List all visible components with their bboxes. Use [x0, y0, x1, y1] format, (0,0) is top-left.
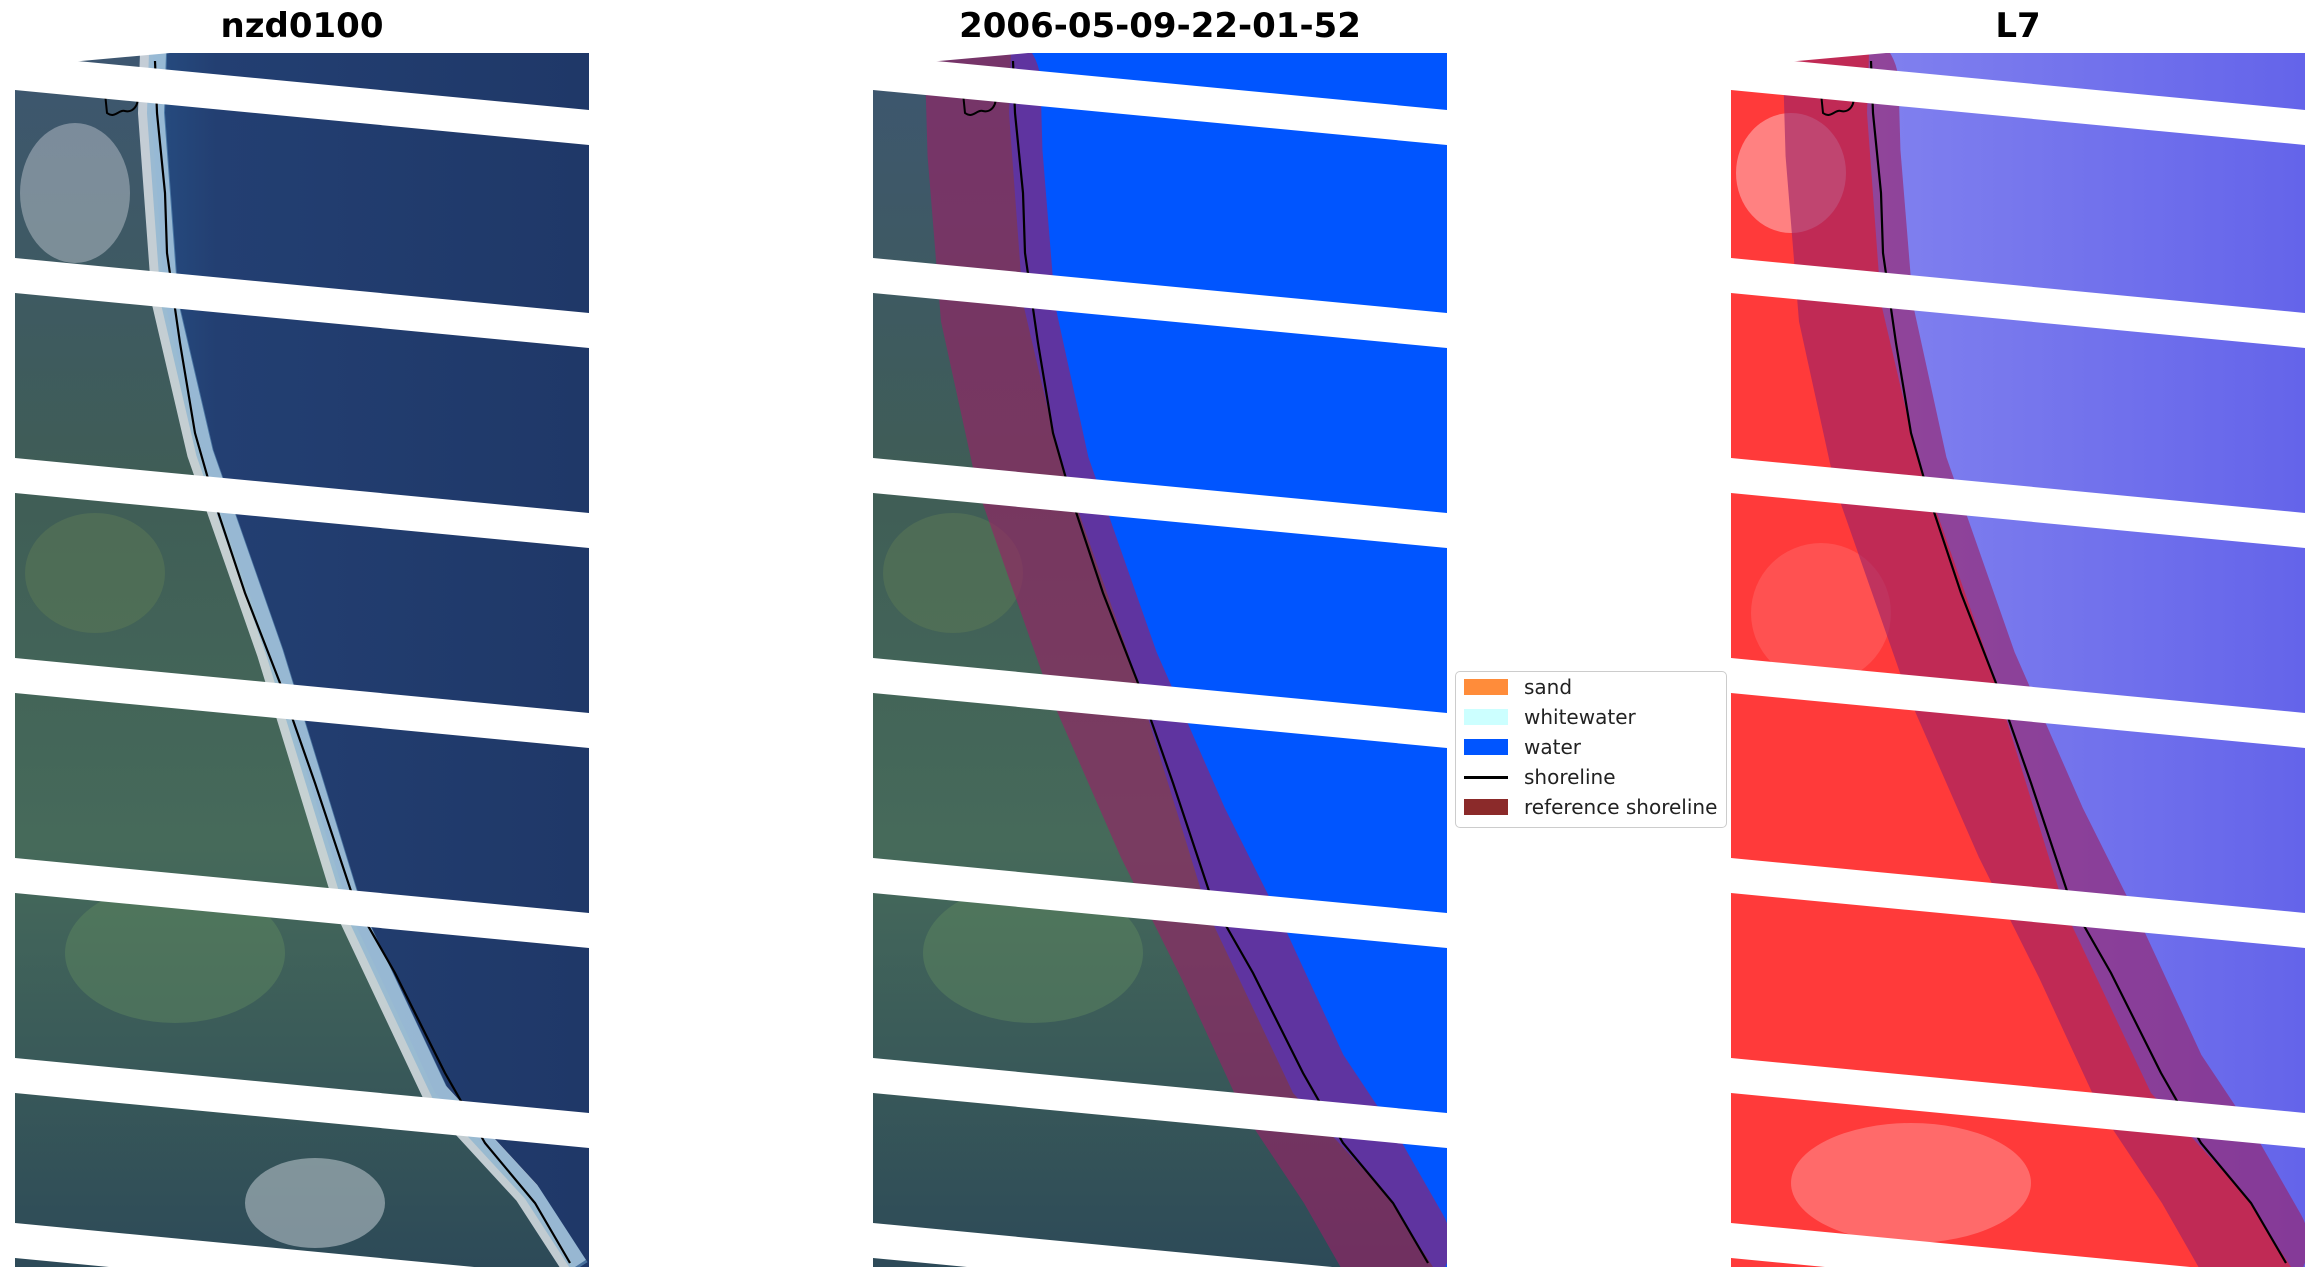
legend-item-shoreline: shoreline: [1456, 762, 1726, 792]
index-image-panel: [1731, 53, 2305, 1267]
legend: sand whitewater water shoreline referenc…: [1455, 671, 1727, 828]
sand-swatch: [1464, 679, 1508, 695]
legend-item-whitewater: whitewater: [1456, 702, 1726, 732]
legend-item-water: water: [1456, 732, 1726, 762]
rgb-image-panel: [15, 53, 589, 1267]
legend-item-reference-shoreline: reference shoreline: [1456, 792, 1726, 822]
legend-label: whitewater: [1524, 705, 1636, 729]
legend-label: sand: [1524, 675, 1573, 699]
legend-label: reference shoreline: [1524, 795, 1718, 819]
shoreline-line-swatch: [1464, 776, 1508, 779]
legend-label: water: [1524, 735, 1581, 759]
classified-image-panel: [873, 53, 1447, 1267]
reference-shoreline-swatch: [1464, 799, 1508, 815]
water-swatch: [1464, 739, 1508, 755]
legend-item-sand: sand: [1456, 672, 1726, 702]
legend-label: shoreline: [1524, 765, 1616, 789]
panel-title-index: L7: [1995, 6, 2041, 46]
panel-title-classified: 2006-05-09-22-01-52: [959, 6, 1361, 46]
panel-title-rgb: nzd0100: [220, 6, 384, 46]
whitewater-swatch: [1464, 709, 1508, 725]
